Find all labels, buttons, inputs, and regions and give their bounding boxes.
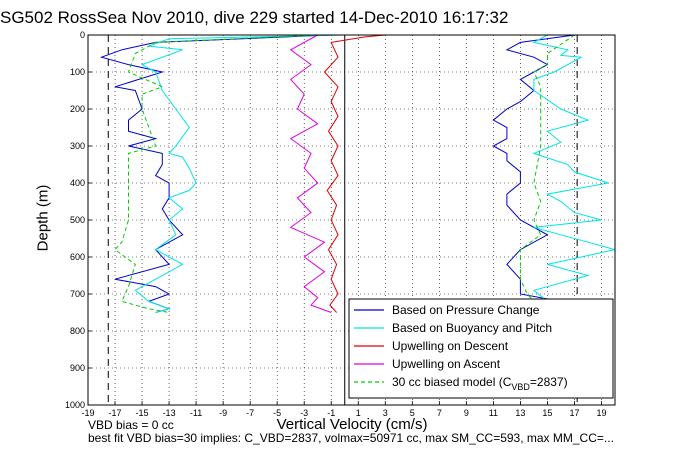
y-tick-label: 200: [70, 104, 85, 114]
x-tick-label: -17: [109, 408, 122, 418]
x-tick-label: -13: [163, 408, 176, 418]
x-axis-label: Vertical Velocity (cm/s): [276, 416, 428, 433]
x-tick-label: -1: [327, 408, 335, 418]
y-tick-label: 400: [70, 178, 85, 188]
y-tick-label: 600: [70, 252, 85, 262]
y-tick-label: 0: [80, 30, 85, 40]
x-tick-label: -5: [273, 408, 281, 418]
x-tick-label: -15: [136, 408, 149, 418]
x-tick-label: 9: [464, 408, 469, 418]
x-tick-label: 3: [383, 408, 388, 418]
best-fit-note: best fit VBD bias=30 implies: C_VBD=2837…: [88, 431, 614, 445]
x-tick-label: 19: [596, 408, 606, 418]
x-tick-label: -11: [190, 408, 202, 418]
legend-box: [348, 298, 614, 399]
legend-label: Based on Buoyancy and Pitch: [392, 321, 552, 335]
x-tick-label: 13: [515, 408, 525, 418]
x-tick-label: 1: [356, 408, 361, 418]
y-tick-label: 300: [70, 141, 85, 151]
x-tick-label: 7: [437, 408, 442, 418]
x-tick-label: 11: [489, 408, 498, 418]
x-tick-label: 15: [542, 408, 552, 418]
series-line-1: [134, 34, 345, 313]
series-line-3: [289, 34, 332, 313]
legend-label: Upwelling on Ascent: [392, 357, 501, 371]
y-tick-label: 500: [70, 215, 85, 225]
legend: Based on Pressure Change Based on Buoyanc…: [348, 298, 614, 399]
y-tick-label: 900: [70, 363, 85, 373]
x-tick-label: 5: [410, 408, 415, 418]
series-line-2: [323, 34, 386, 313]
y-tick-label: 800: [70, 326, 85, 336]
chart-title: SG502 RossSea Nov 2010, dive 229 started…: [0, 8, 509, 27]
x-tick-label: -3: [300, 408, 308, 418]
vbd-bias-note: VBD bias = 0 cc: [88, 418, 174, 432]
x-tick-label: -7: [246, 408, 254, 418]
series-line-4: [114, 34, 318, 313]
tick-layer: -19 -17 -15 -13 -11 -9 -7 -5 -3 -1 1 3 5 7 9 11 13 15 17 19…: [65, 30, 607, 418]
y-tick-label: 1000: [65, 400, 85, 410]
series-line-0: [99, 34, 332, 313]
x-tick-label: 17: [569, 408, 579, 418]
series-line-1: [532, 34, 616, 302]
legend-label: Based on Pressure Change: [392, 303, 540, 317]
series-layer: [99, 34, 616, 313]
y-tick-label: 700: [70, 289, 85, 299]
reference-lines: [107, 35, 578, 405]
legend-label: Upwelling on Descent: [392, 339, 509, 353]
x-tick-label: -9: [219, 408, 227, 418]
y-tick-label: 100: [70, 67, 85, 77]
legend-label: 30 cc biased model (CVBD=2837): [392, 375, 568, 392]
x-tick-label: -19: [81, 408, 94, 418]
